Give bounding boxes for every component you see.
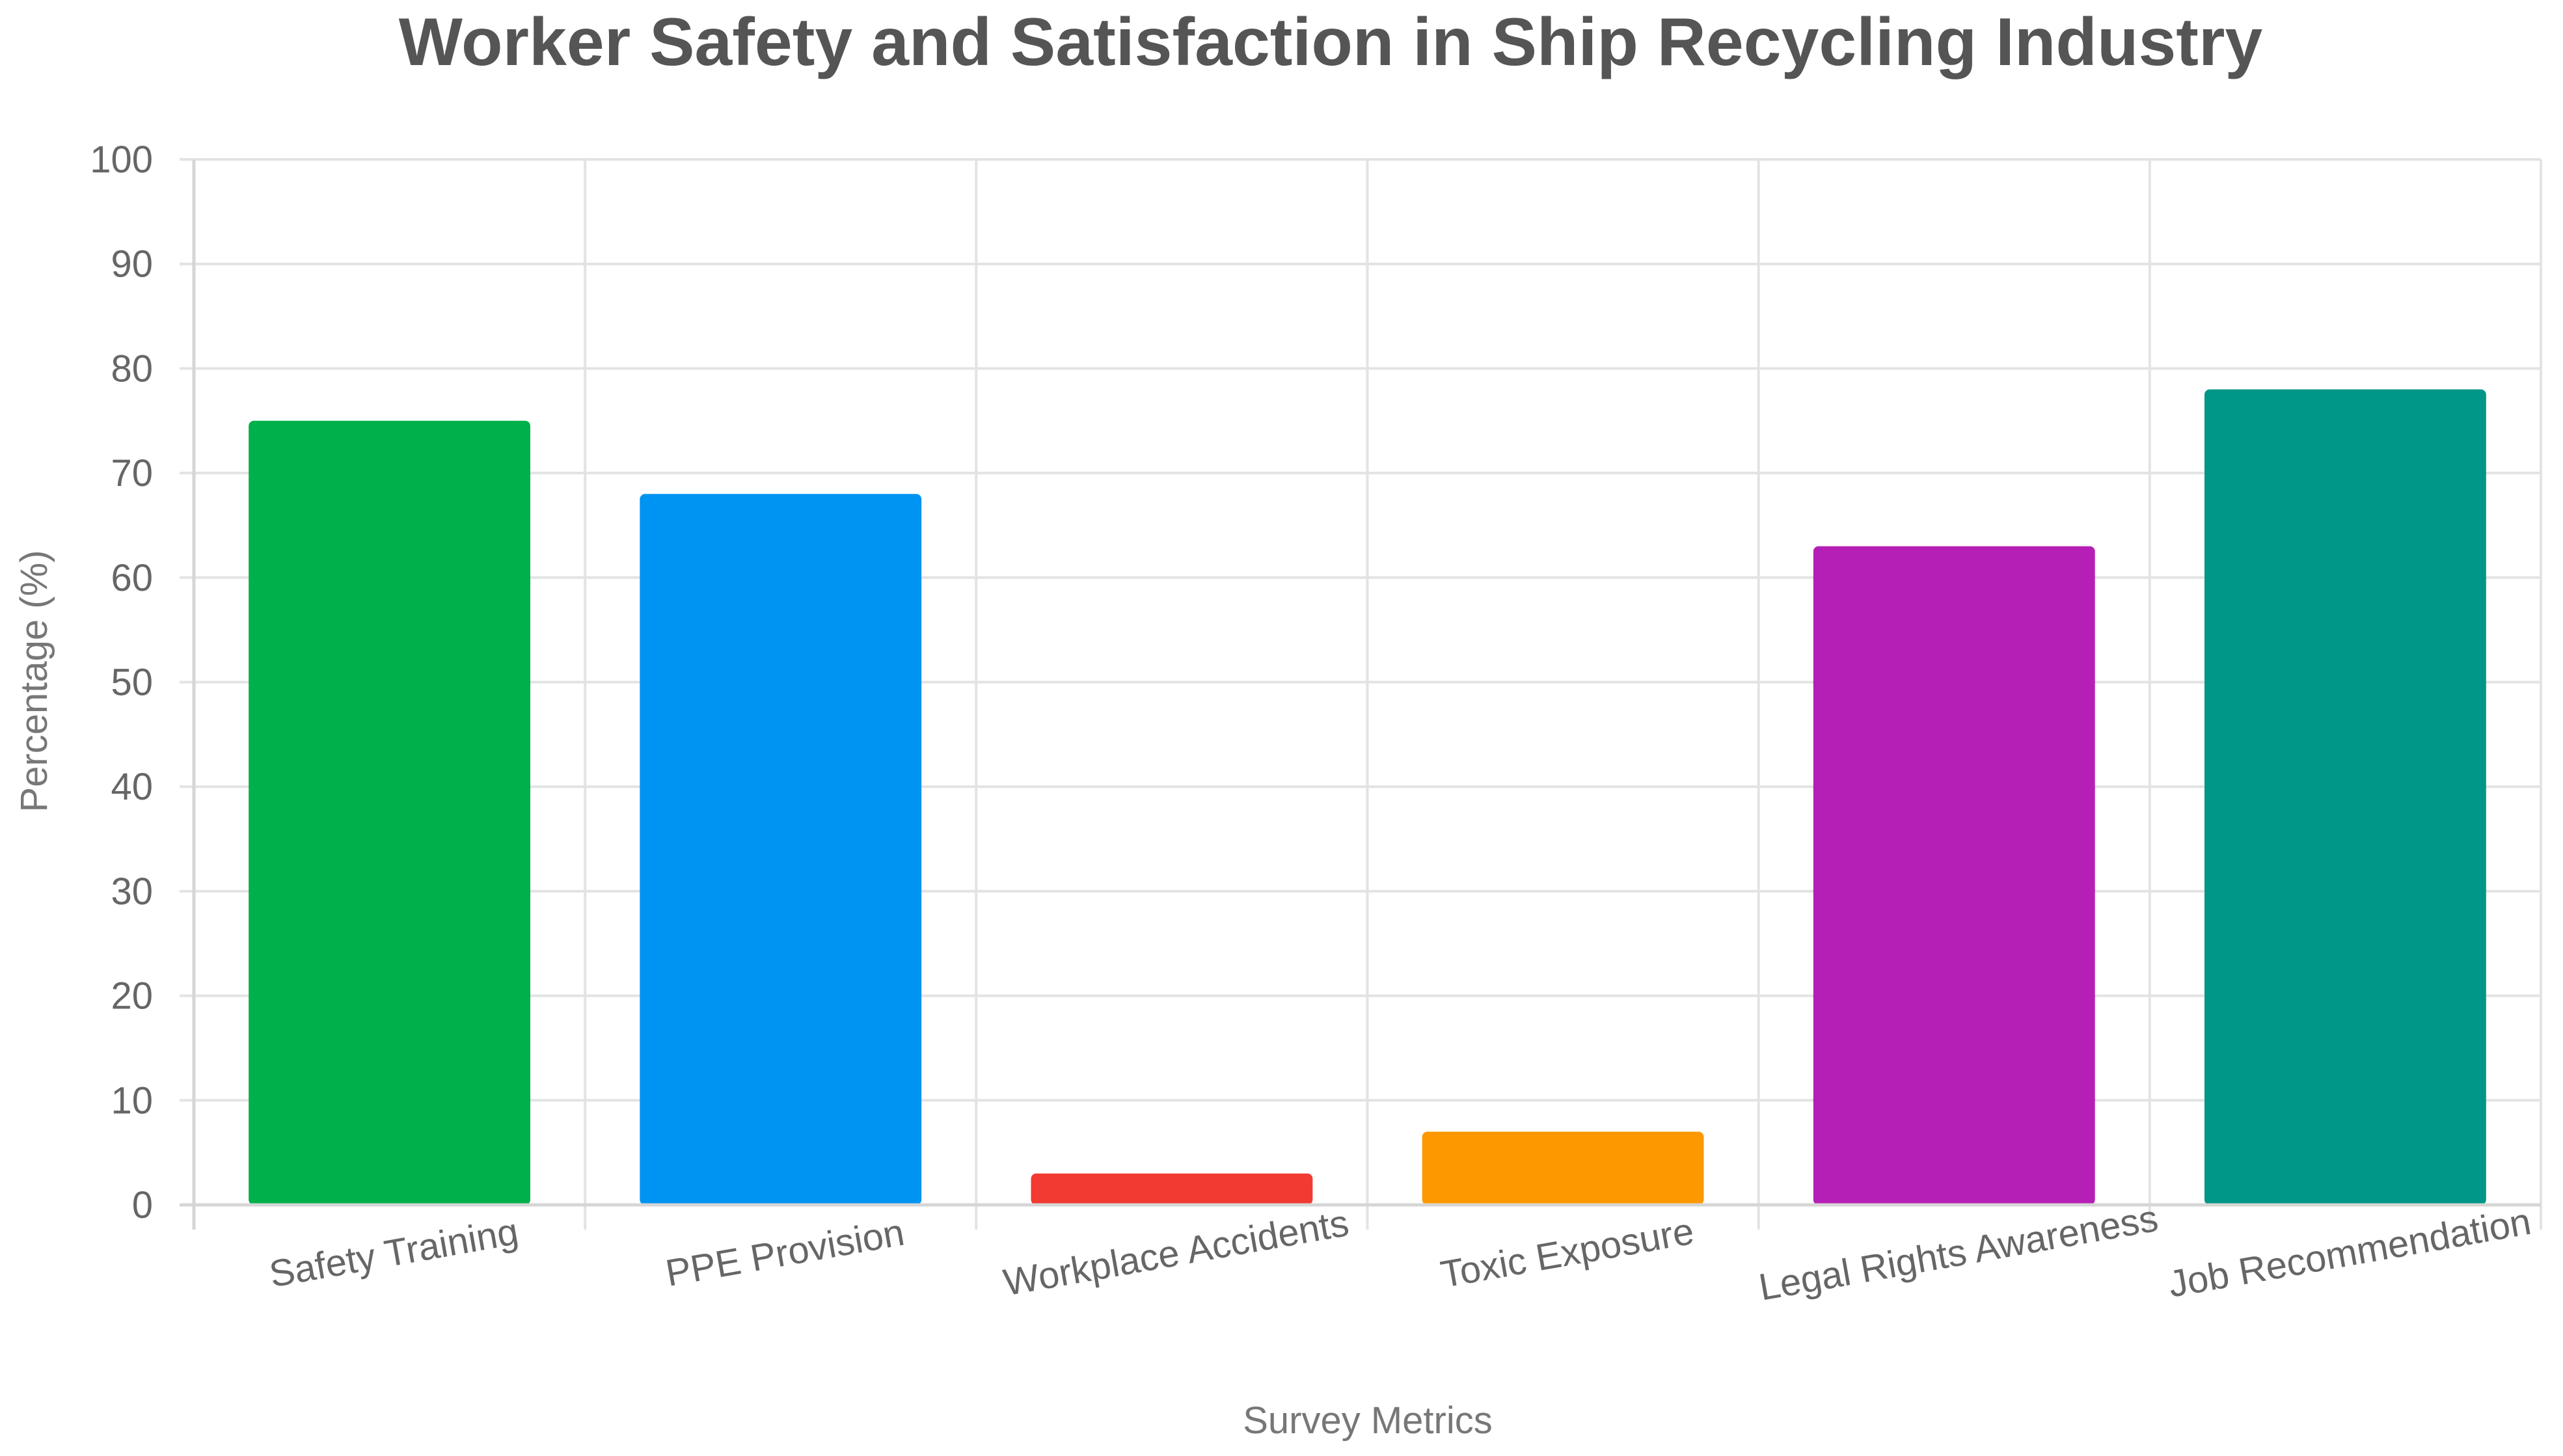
axis-layer [180, 159, 2541, 1230]
bar-safety-training[interactable] [249, 420, 531, 1205]
y-tick-label: 80 [111, 347, 153, 390]
x-category-label: Safety Training [266, 1210, 521, 1295]
chart-title: Worker Safety and Satisfaction in Ship R… [399, 5, 2263, 80]
x-category-label: Job Recommendation [2165, 1200, 2534, 1306]
bar-ppe-provision[interactable] [640, 494, 922, 1205]
bars-layer [249, 389, 2486, 1205]
y-tick-label: 0 [132, 1184, 153, 1226]
x-category-label: Workplace Accidents [1000, 1202, 1351, 1304]
y-tick-label: 70 [111, 452, 153, 494]
x-axis-title: Survey Metrics [1243, 1399, 1493, 1442]
x-category-label: Toxic Exposure [1437, 1210, 1697, 1296]
grid-layer [180, 158, 2542, 1230]
y-tick-label: 40 [111, 766, 153, 808]
y-tick-label: 50 [111, 662, 153, 704]
x-category-label: Legal Rights Awareness [1756, 1197, 2161, 1309]
bar-workplace-accidents[interactable] [1031, 1173, 1313, 1205]
y-tick-label: 90 [111, 243, 153, 286]
bar-legal-rights-awareness[interactable] [1813, 546, 2095, 1205]
y-tick-label: 60 [111, 557, 153, 599]
x-category-label: PPE Provision [662, 1211, 907, 1295]
y-tick-label: 100 [90, 139, 153, 181]
bar-job-recommendation[interactable] [2204, 389, 2486, 1205]
bar-toxic-exposure[interactable] [1422, 1131, 1704, 1205]
y-tick-label: 20 [111, 975, 153, 1018]
y-tick-label: 10 [111, 1079, 153, 1122]
y-tick-label: 30 [111, 870, 153, 913]
y-axis-title: Percentage (%) [13, 550, 55, 813]
